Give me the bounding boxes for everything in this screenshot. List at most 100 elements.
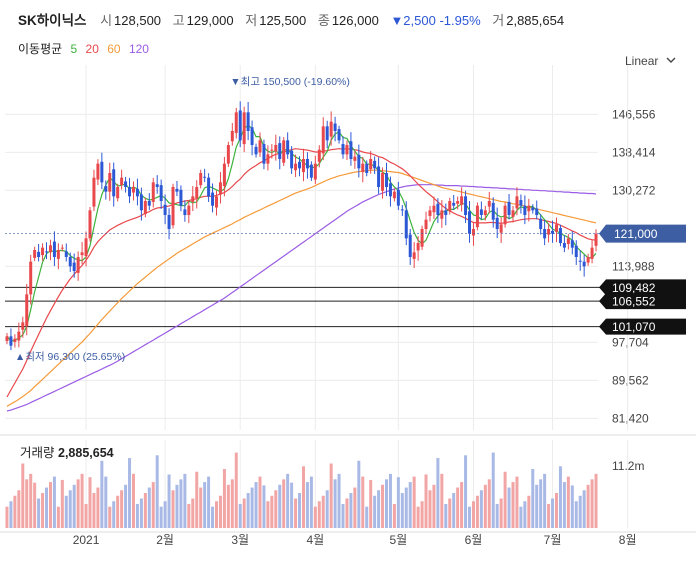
candle-body — [396, 189, 400, 206]
scale-dropdown[interactable]: Linear — [625, 54, 676, 68]
candle-body — [191, 196, 195, 202]
candle-body — [183, 209, 187, 215]
y-tick-label: 146,556 — [612, 107, 656, 121]
candle-body — [68, 257, 72, 267]
volume-bar — [80, 473, 84, 528]
volume-bar — [120, 490, 124, 528]
volume-bar — [444, 503, 448, 528]
volume-bar — [155, 455, 159, 528]
stock-name: SK하이닉스 — [18, 13, 87, 28]
volume-bar — [570, 485, 574, 528]
volume-value: 2,885,654 — [506, 13, 565, 28]
candle-body — [392, 191, 396, 199]
candle-body — [361, 163, 365, 173]
volume-bar — [60, 479, 64, 528]
volume-bar — [215, 501, 219, 528]
volume-bar — [270, 495, 274, 528]
volume-bar — [72, 484, 76, 528]
candle-body — [218, 182, 222, 195]
volume-bar — [404, 487, 408, 528]
candle-body — [234, 112, 238, 133]
open-label: 시 — [100, 13, 113, 28]
scale-mode: Linear — [625, 54, 659, 68]
volume-bar — [187, 503, 191, 528]
candle-body — [309, 164, 313, 178]
volume-bar — [313, 506, 317, 528]
volume-bar — [5, 506, 9, 528]
volume-bar — [590, 479, 594, 528]
candle-body — [369, 159, 373, 170]
x-tick-label: 4월 — [306, 533, 324, 547]
close-label: 종 — [317, 13, 330, 28]
candle-body — [250, 127, 254, 145]
volume-bar — [582, 490, 586, 528]
volume-bar — [25, 479, 29, 528]
candle-body — [503, 205, 507, 225]
volume-bar — [52, 476, 56, 528]
volume-bar — [491, 452, 495, 528]
volume-bar — [353, 487, 357, 528]
volume-bar — [523, 501, 527, 528]
level-tag: 101,070 — [599, 318, 686, 335]
candle-body — [495, 217, 499, 229]
candle-body — [574, 245, 578, 257]
volume-bar — [286, 473, 290, 528]
volume-bar — [365, 506, 369, 528]
candle-body — [519, 200, 523, 206]
candle-body — [131, 187, 135, 193]
high-price: 129,000 — [186, 13, 234, 28]
candle-body — [329, 121, 333, 137]
candle-body — [282, 140, 286, 163]
candle-body — [120, 177, 124, 186]
x-tick-label: 2021 — [73, 533, 100, 547]
candle-body — [554, 224, 558, 232]
volume-bar — [495, 503, 499, 528]
candle-body — [80, 252, 84, 256]
candle-body — [64, 251, 68, 257]
candle-body — [475, 205, 479, 228]
ma-legend[interactable]: 이동평균 5 20 60 120 — [18, 40, 154, 57]
volume-bar — [554, 493, 558, 528]
x-tick-label: 6월 — [465, 533, 483, 547]
volume-bar — [159, 506, 163, 528]
ma60-line — [6, 169, 597, 407]
open-price: 128,500 — [114, 13, 162, 28]
candle-body — [566, 238, 570, 244]
close-price: 126,000 — [331, 13, 379, 28]
volume-bar — [527, 495, 531, 528]
level-tag: 109,482 — [599, 279, 686, 296]
level-tag-label: 101,070 — [612, 320, 656, 334]
volume-bar — [460, 482, 464, 528]
candle-body — [444, 210, 448, 215]
candle-body — [377, 166, 381, 187]
candle-body — [527, 205, 531, 212]
volume-bar — [116, 495, 120, 528]
volume-bar — [163, 501, 167, 528]
volume-bar — [175, 484, 179, 528]
low-label: 저 — [245, 13, 258, 28]
candle-body — [420, 229, 424, 247]
volume-bar — [139, 498, 143, 528]
candle-body — [535, 208, 539, 215]
candle-body — [151, 182, 155, 202]
x-tick-label: 2월 — [156, 533, 174, 547]
candle-body — [471, 229, 475, 236]
volume-bar — [539, 479, 543, 528]
volume-bar — [41, 493, 45, 528]
candle-body — [84, 238, 88, 257]
volume-bar — [211, 506, 215, 528]
volume-bar — [124, 484, 128, 528]
volume-bar — [151, 482, 155, 528]
volume-bar — [207, 476, 211, 528]
current-price-tag-bg — [599, 224, 686, 243]
y-tick-label: 81,420 — [612, 411, 649, 425]
volume-bar — [345, 498, 349, 528]
candle-body — [159, 185, 163, 201]
candle-body — [594, 233, 598, 246]
volume-bar — [230, 479, 234, 528]
volume-bar — [507, 487, 511, 528]
volume-bar — [432, 484, 436, 528]
y-tick-label: 113,988 — [612, 259, 655, 273]
candle-body — [547, 229, 551, 235]
